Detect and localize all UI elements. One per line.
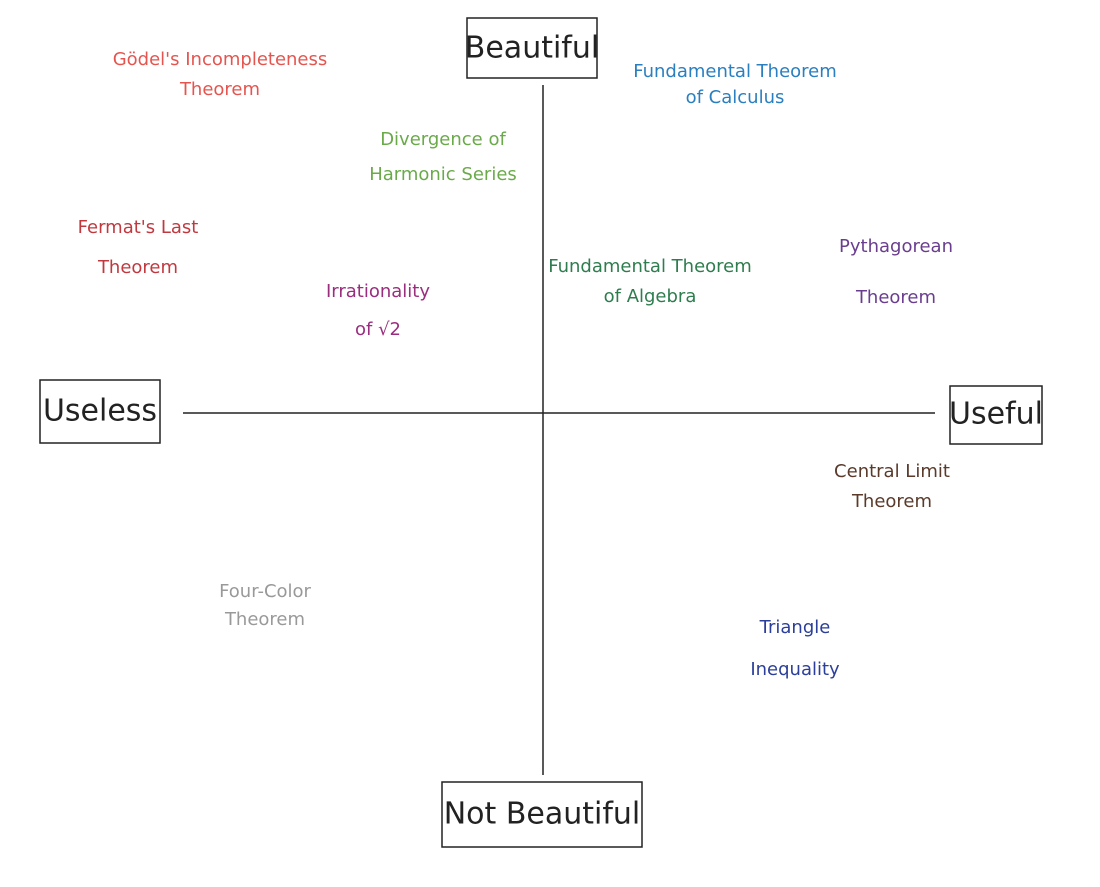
node-label: Fundamental Theorem [548, 256, 752, 277]
node-label: Central Limit [834, 461, 950, 482]
node-label: Harmonic Series [369, 164, 517, 185]
node-label: Divergence of [380, 129, 506, 150]
node-label: of Calculus [686, 87, 785, 108]
node-label: Theorem [855, 287, 936, 308]
node-label: of Algebra [604, 286, 697, 307]
label-box [39, 379, 161, 444]
node-label: Gödel's Incompleteness [113, 49, 328, 70]
node-label: Theorem [179, 79, 260, 100]
node-label: Theorem [851, 491, 932, 512]
label-box [949, 385, 1043, 445]
axis-label: Useful [949, 397, 1043, 432]
node-label: Inequality [750, 659, 840, 680]
axis-label: Beautiful [465, 31, 599, 66]
node-label: Fundamental Theorem [633, 61, 837, 82]
axis-label: Not Beautiful [444, 797, 641, 832]
node-label: Pythagorean [839, 236, 953, 257]
node-label: Irrationality [326, 281, 430, 302]
node-label: of √2 [355, 319, 401, 340]
node-label: Triangle [759, 617, 831, 638]
label-box [466, 17, 598, 79]
label-box [441, 781, 643, 848]
node-label: Fermat's Last [78, 217, 199, 238]
node-label: Four-Color [219, 581, 311, 602]
axis-label: Useless [43, 394, 157, 429]
node-label: Theorem [224, 609, 305, 630]
node-label: Theorem [97, 257, 178, 278]
